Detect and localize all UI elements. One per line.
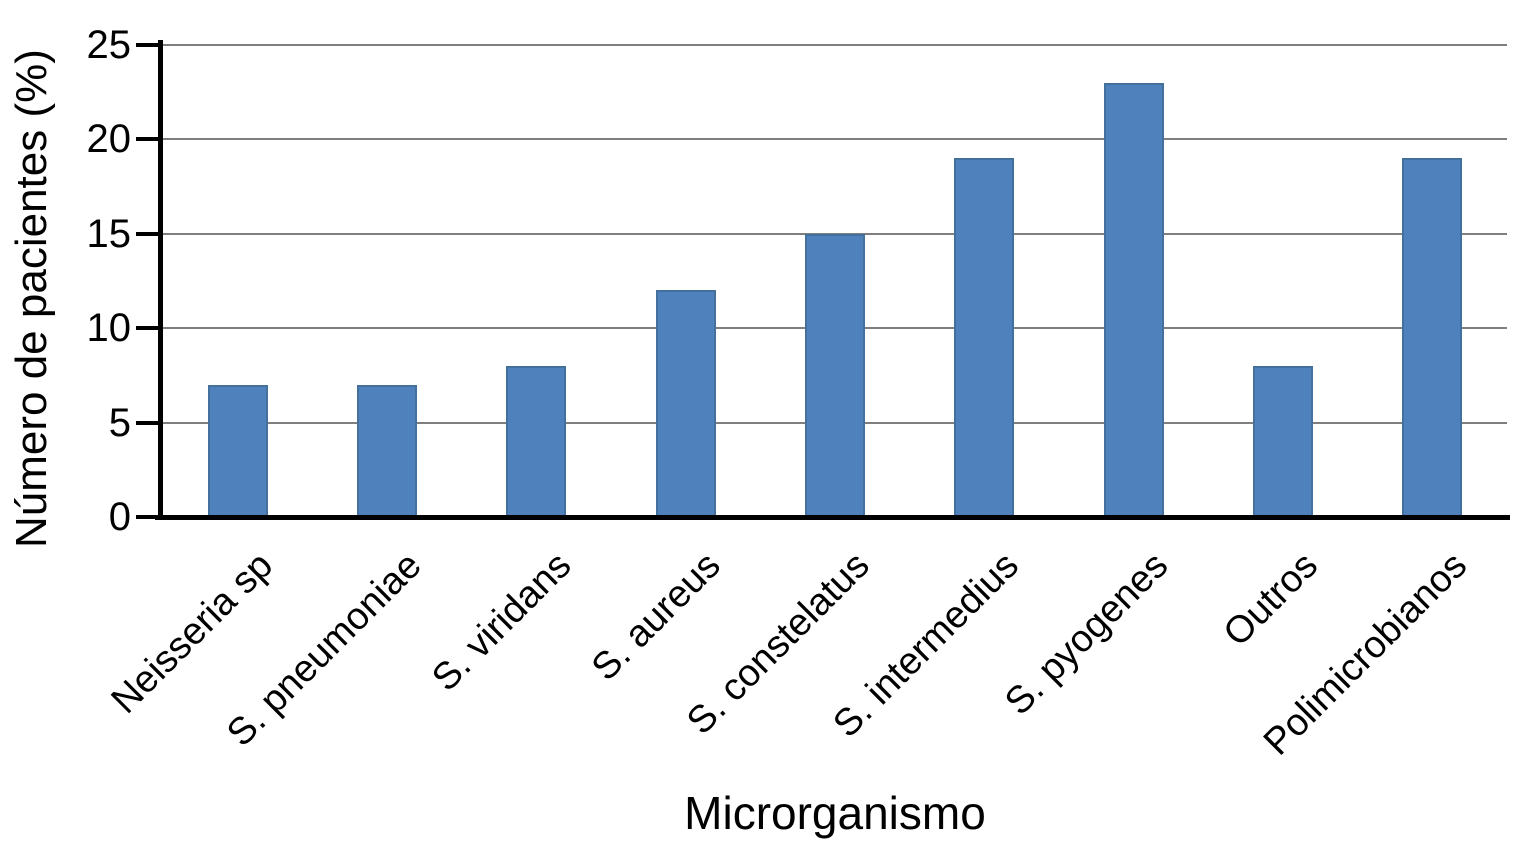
y-tick-mark-15 xyxy=(136,231,163,236)
bar-outros xyxy=(1253,365,1313,517)
gridline-y25 xyxy=(163,44,1507,46)
y-tick-label-0: 0 xyxy=(108,495,131,539)
x-category-label-outros: Outros xyxy=(1215,544,1326,655)
y-tick-mark-25 xyxy=(136,43,163,47)
y-tick-mark-20 xyxy=(136,137,163,142)
y-tick-mark-5 xyxy=(136,420,163,425)
x-category-label-s-viridans: S. viridans xyxy=(424,544,580,700)
y-tick-label-15: 15 xyxy=(86,211,132,256)
bar-neisseria-sp xyxy=(207,384,268,517)
y-axis-line xyxy=(158,40,163,519)
bar-polimicrobianos xyxy=(1402,158,1463,517)
y-tick-label-5: 5 xyxy=(108,400,131,445)
y-tick-mark-10 xyxy=(136,326,163,331)
gridline-y20 xyxy=(163,138,1507,141)
y-tick-label-25: 25 xyxy=(86,23,132,67)
y-tick-label-20: 20 xyxy=(86,117,132,162)
bar-s-pneumoniae xyxy=(357,384,417,517)
bar-s-viridans xyxy=(506,365,567,517)
x-axis-title: Microrganismo xyxy=(684,787,986,839)
y-tick-label-10: 10 xyxy=(86,306,132,351)
x-axis-line xyxy=(155,515,1510,520)
bar-s-intermedius xyxy=(954,158,1015,517)
bar-s-constelatus xyxy=(805,233,865,517)
bar-s-pyogenes xyxy=(1103,82,1164,517)
gridline-y15 xyxy=(163,232,1507,235)
plot-area xyxy=(163,44,1507,517)
bar-s-aureus xyxy=(655,290,716,517)
y-tick-mark-0 xyxy=(136,515,163,519)
x-category-label-s-aureus: S. aureus xyxy=(583,544,729,690)
